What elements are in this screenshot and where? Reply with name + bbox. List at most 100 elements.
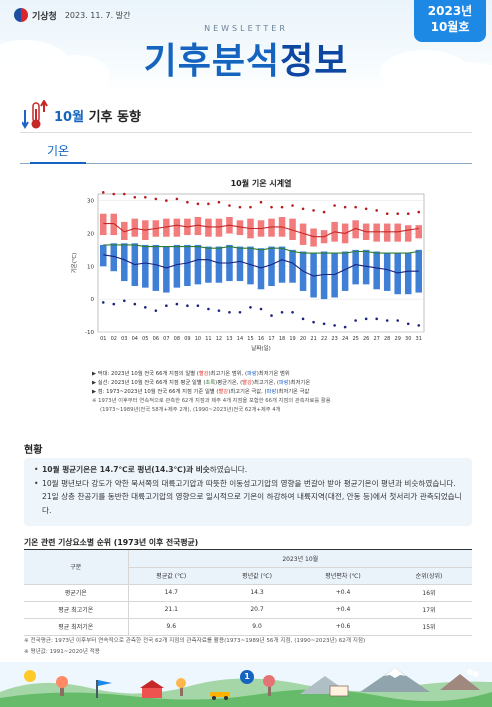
row-label: 평균 최저기온 [24,618,129,636]
extreme-point [249,306,252,309]
y-tick-label: 10 [87,264,94,270]
x-tick-label: 26 [363,336,369,342]
extreme-point [207,202,210,206]
table-cell: +0.4 [300,584,386,602]
max-temp-range-bar [310,228,317,247]
status-heading: 현황 [24,445,43,456]
max-temp-range-bar [215,218,223,237]
issue-date: 2023. 11. 7. 발간 [64,10,131,20]
legend-text: ▶ 실선: 2023년 10월 전국 66개 지점 평균 일별 ( [92,380,206,386]
x-tick-label: 28 [384,336,390,342]
section-title-rest: 기후 동향 [84,109,141,125]
extreme-point [301,317,305,321]
table-cell: 20.7 [214,601,300,619]
extreme-point [196,304,200,308]
series-line [103,244,419,254]
status-bullet: • 10월 평년보다 강도가 약한 북서쪽의 대륙고기압과 따뜻한 이동성고기압… [34,477,462,518]
footnote-national-average: ※ 전국평균: 1973년 이후부터 연속적으로 관측한 전국 62개 지점의 … [24,638,366,644]
extreme-point [144,195,147,199]
max-temp-range-bar [383,223,391,242]
min-temp-range-bar [362,249,370,285]
legend-text: ▶ 점: 1973~2023년 10월 전국 66개 지점 기준 일별 ( [92,389,219,395]
table-header: 평년편차 (℃) [300,567,386,585]
legend-text: )최저기온 극값 [276,389,310,395]
legend-text: )최저기온 범위 [256,371,290,377]
table-cell: 9.0 [214,618,300,636]
extreme-point [364,317,368,321]
x-tick-label: 01 [100,336,106,342]
legend-text: )최고기온 극값, ( [228,389,267,395]
extreme-point [259,200,263,204]
org-name: 기상청 [32,11,57,22]
x-tick-label: 04 [132,336,138,342]
legend-lines: ▶ 실선: 2023년 10월 전국 66개 지점 평균 일별 (초록)평균기온… [92,379,432,388]
max-temp-range-bar [236,220,244,236]
extreme-point [207,307,210,311]
extreme-point [312,209,315,212]
extreme-point [249,205,252,209]
extreme-point [406,212,410,216]
kma-brand: 기상청 2023. 11. 7. 발간 [14,8,130,22]
x-tick-label: 17 [268,336,274,342]
min-temp-range-bar [268,246,275,286]
extreme-point [133,195,137,199]
extreme-point [122,192,126,196]
x-tick-label: 29 [395,336,401,342]
extreme-point [133,302,137,306]
max-temp-range-bar [394,223,401,242]
legend-red: 빨강 [242,380,252,386]
min-temp-range-bar [121,243,128,282]
newsletter-header: 기상청 2023. 11. 7. 발간 NEWSLETTER 기후분석정보 20… [0,0,492,92]
min-temp-range-bar [99,244,107,267]
legend-text: )최고기온 범위, ( [208,371,248,377]
extreme-point [396,319,400,322]
x-tick-label: 09 [184,336,190,342]
max-temp-range-bar [404,225,412,242]
min-temp-range-bar [331,253,338,298]
x-tick-label: 06 [153,336,159,342]
min-temp-range-bar [194,244,202,285]
x-tick-label: 14 [237,336,243,342]
extreme-point [186,200,189,204]
extreme-point [144,306,147,309]
extreme-point [217,200,221,204]
extreme-point [154,197,158,201]
table-header-group: 구분 [24,550,129,585]
x-axis-label: 날짜(일) [251,344,270,352]
extreme-point [165,304,168,308]
issue-badge: 2023년 10월호 [414,0,486,42]
min-temp-range-bar [278,246,286,283]
y-tick-label: 0 [91,297,95,303]
max-temp-range-bar [373,223,380,242]
extreme-point [175,302,179,306]
min-temp-range-bar [341,251,349,291]
extreme-point [354,205,357,209]
extreme-point [385,212,389,216]
table-header-year: 2023년 10월 [128,550,472,568]
tab-active-indicator [30,162,86,164]
extreme-point [333,204,336,207]
min-temp-range-bar [152,244,160,291]
legend-bars: ▶ 막대: 2023년 10월 전국 66개 지점의 일별 (빨강)최고기온 범… [92,370,432,379]
tab-underline [20,163,472,164]
page-title: 기후분석정보 [0,32,492,84]
extreme-point [396,212,400,216]
max-temp-range-bar [415,225,423,239]
extreme-point [291,310,294,314]
table-cell: 14.3 [214,584,300,602]
table-cell: 17위 [386,601,472,619]
table-header: 순위(상위) [386,567,472,585]
extreme-point [333,324,336,327]
legend-red: 빨강 [218,389,229,395]
section-title: 10월 기후 동향 [54,106,141,125]
legend-text: )최고기온, ( [251,380,279,386]
row-label: 평균 최고기온 [24,601,129,619]
series-line [103,254,419,277]
legend-red: 빨강 [198,371,209,377]
table-header: 평균값 (℃) [128,567,214,585]
table-row: 평균 최저기온 9.6 9.0 +0.6 15위 [24,618,472,636]
status-bullet-text: 하였습니다. [209,465,248,474]
y-tick-label: 30 [87,199,94,205]
x-tick-label: 10 [195,336,201,342]
extreme-point [312,320,315,324]
